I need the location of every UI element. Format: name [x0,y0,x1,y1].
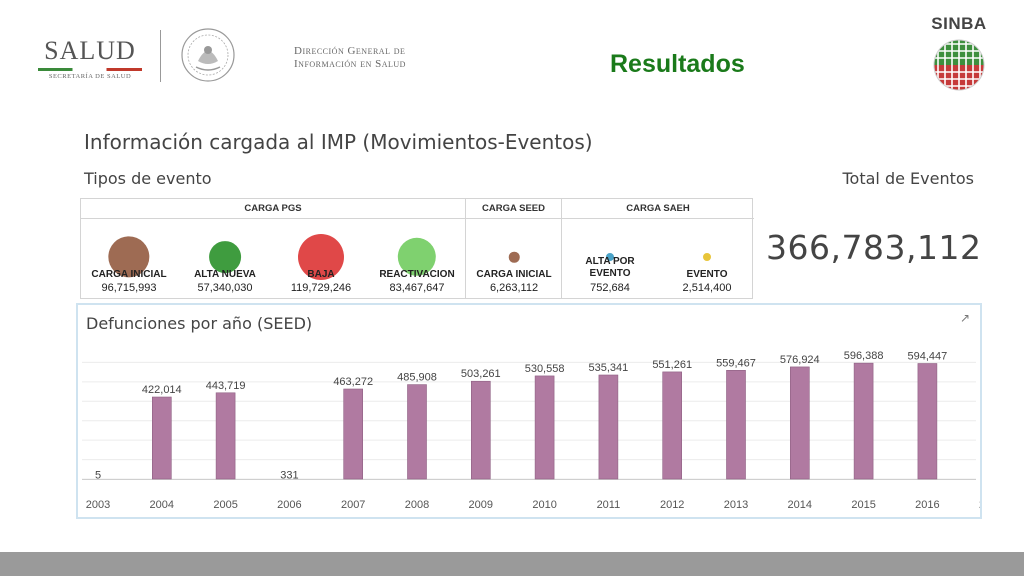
x-tick-label: 2015 [851,499,875,511]
bar-label-2011: 535,341 [589,362,629,374]
event-bubble [703,253,711,261]
x-tick-label: 2011 [597,499,621,511]
deaths-chart-panel: Defunciones por año (SEED) ↗ 2003 2004 200… [76,303,982,519]
dashboard-title: Información cargada al IMP (Movimientos-… [84,130,593,154]
bar-label-2006: 331 [280,470,298,482]
x-tick-label: 2009 [469,499,493,511]
bar-label-2003: 5 [95,470,101,482]
bar-label-2007: 463,272 [333,376,373,388]
chart-title: Defunciones por año (SEED) [86,314,313,333]
event-group-1: CARGA PGS CARGA INICIAL 96,715,993 ALTA NUE… [81,199,465,298]
event-group-3: CARGA SAEH ALTA POR EVENTO 752,684 EVENTO 2,5… [561,199,754,298]
event-type-value: 96,715,993 [101,282,157,294]
salud-logo-stripe [38,68,142,71]
salud-logo-subtitle: SECRETARÍA DE SALUD [48,73,132,80]
bar-2010 [534,375,555,480]
bar-label-2009: 503,261 [461,368,501,380]
external-link-icon[interactable]: ↗ [959,311,970,325]
total-events-value: 366,783,112 [766,228,982,267]
x-tick-label: 2004 [150,499,174,511]
bar-2013 [726,370,746,480]
bar-2016 [917,363,938,480]
sinba-globe-icon [933,39,985,91]
bar-2015 [853,362,874,480]
event-type-label: ALTA NUEVA [194,269,256,280]
event-bubble [209,241,241,273]
bar-label-2016: 594,447 [908,351,948,363]
mexican-seal-icon [181,28,235,82]
event-bubble [508,251,520,263]
event-type-item[interactable]: ALTA NUEVA 57,340,030 [177,219,273,299]
bar-2008 [407,384,427,480]
bar-2011 [598,374,619,480]
event-type-label: REACTIVACION [379,269,455,280]
bar-2005 [215,392,236,480]
event-type-label: BAJA [307,269,335,280]
bar-label-2012: 551,261 [652,359,692,371]
sinba-label: SINBA [931,14,987,33]
event-group-title: CARGA SEED [466,199,561,219]
x-tick-label: 2017 [979,499,980,511]
x-tick-label: 2006 [277,499,301,511]
x-tick-label: 2010 [532,499,556,511]
sinba-logo: SINBA [926,14,992,92]
salud-logo-word: SALUD [44,36,136,65]
bar-2014 [789,366,810,480]
bar-label-2014: 576,924 [780,354,820,366]
bar-label-2005: 443,719 [206,380,246,392]
bar-label-2015: 596,388 [844,350,884,362]
dgis-line-2: Información en Salud [294,58,406,70]
event-bubble [298,234,344,280]
event-type-item[interactable]: ALTA POR EVENTO 752,684 [562,219,658,299]
header-divider [160,30,161,82]
event-type-value: 2,514,400 [682,282,732,294]
event-type-label: EVENTO [686,269,728,280]
event-type-item[interactable]: REACTIVACION 83,467,647 [369,219,465,299]
event-type-value: 119,729,246 [290,282,352,294]
event-group-title: CARGA SAEH [562,199,754,219]
event-type-value: 6,263,112 [489,282,539,294]
x-tick-label: 2013 [724,499,748,511]
event-type-value: 57,340,030 [197,282,253,294]
bar-2004 [152,396,172,480]
total-events-label: Total de Eventos [842,169,975,188]
page-heading: Resultados [610,50,745,78]
event-type-label: CARGA INICIAL [476,269,552,280]
event-bubble [397,237,437,277]
event-type-item[interactable]: CARGA INICIAL 6,263,112 [466,219,562,299]
dgis-line-1: Dirección General de [294,45,406,57]
dgis-label: Dirección General de Información en Salu… [294,45,406,71]
event-type-item[interactable]: CARGA INICIAL 96,715,993 [81,219,177,299]
bar-label-2004: 422,014 [142,384,182,396]
x-tick-label: 2005 [213,499,237,511]
event-type-item[interactable]: BAJA 119,729,246 [273,219,369,299]
bar-2009 [470,380,491,480]
x-tick-label: 2016 [915,499,939,511]
x-tick-label: 2012 [660,499,684,511]
bar-label-2010: 530,558 [525,363,565,375]
x-tick-label: 2014 [788,499,812,511]
event-type-value: 752,684 [590,282,630,294]
event-types-title: Tipos de evento [84,169,212,188]
bar-2007 [343,388,364,480]
event-type-label: ALTA POR EVENTO [585,256,635,279]
event-group-2: CARGA SEED CARGA INICIAL 6,263,112 [465,199,561,298]
event-type-value: 83,467,647 [389,282,445,294]
salud-logo: SALUD SECRETARÍA DE SALUD [34,36,146,80]
event-group-title: CARGA PGS [81,199,465,219]
deaths-bar-chart: 2003 2004 2005 2006 2007 2008 2009 2010 2011 2012… [82,350,980,511]
bar-label-2013: 559,467 [716,357,756,369]
event-type-label: CARGA INICIAL [91,269,167,280]
bar-label-2008: 485,908 [397,372,437,384]
x-tick-label: 2008 [405,499,429,511]
event-bubble [108,236,150,278]
event-bubble [606,253,614,261]
x-tick-label: 2003 [86,499,110,511]
x-tick-label: 2007 [341,499,365,511]
bar-2012 [662,371,683,480]
event-type-item[interactable]: EVENTO 2,514,400 [659,219,755,299]
footer-bar [0,552,1024,576]
event-types-table: CARGA PGS CARGA INICIAL 96,715,993 ALTA NUE… [80,198,754,299]
